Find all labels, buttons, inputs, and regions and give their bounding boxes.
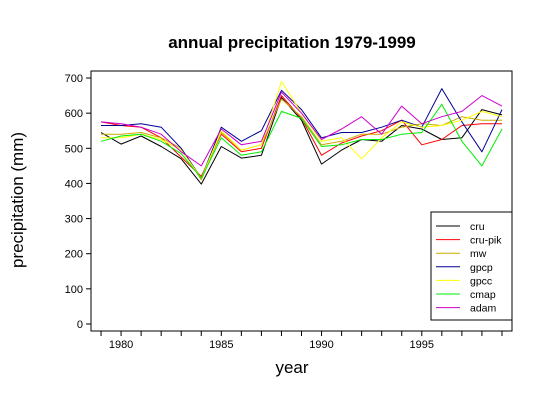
series-lines <box>100 81 503 185</box>
legend-label-gpcp: gpcp <box>470 262 493 274</box>
series-line-adam <box>100 91 503 167</box>
legend-label-cru-pik: cru-pik <box>470 235 502 247</box>
legend-label-gpcc: gpcc <box>470 275 492 287</box>
y-tick-label: 600 <box>65 108 83 120</box>
series-line-cru-pik <box>100 95 502 177</box>
y-tick-label: 300 <box>65 214 83 226</box>
series-line-gpcp <box>101 88 503 179</box>
legend-label-mw: mw <box>470 248 487 260</box>
legend-label-adam: adam <box>470 303 497 315</box>
y-tick-label: 100 <box>65 284 83 296</box>
x-axis: 1980 1985 1990 1995 <box>100 331 503 351</box>
series-line-mw <box>101 98 502 181</box>
x-tick-label: 1995 <box>410 339 434 351</box>
x-tick-label: 1985 <box>209 339 233 351</box>
y-tick-label: 400 <box>65 178 83 190</box>
series-line-cru <box>100 96 503 185</box>
x-tick-label: 1990 <box>309 339 333 351</box>
y-tick-label: 0 <box>77 319 83 331</box>
x-tick-label: 1980 <box>109 339 133 351</box>
y-axis: 0 100 200 300 400 500 600 700 <box>65 73 91 331</box>
y-axis-label: precipitation (mm) <box>8 132 27 268</box>
y-tick-label: 500 <box>65 143 83 155</box>
series-line-gpcc <box>101 81 503 179</box>
y-tick-label: 700 <box>65 73 83 85</box>
legend-label-cmap: cmap <box>470 289 496 301</box>
legend-label-cru: cru <box>470 221 485 233</box>
legend-box <box>430 211 513 321</box>
series-line-cmap <box>100 103 503 179</box>
chart-title: annual precipitation 1979-1999 <box>168 33 416 52</box>
y-tick-label: 200 <box>65 249 83 261</box>
x-axis-label: year <box>275 358 308 377</box>
